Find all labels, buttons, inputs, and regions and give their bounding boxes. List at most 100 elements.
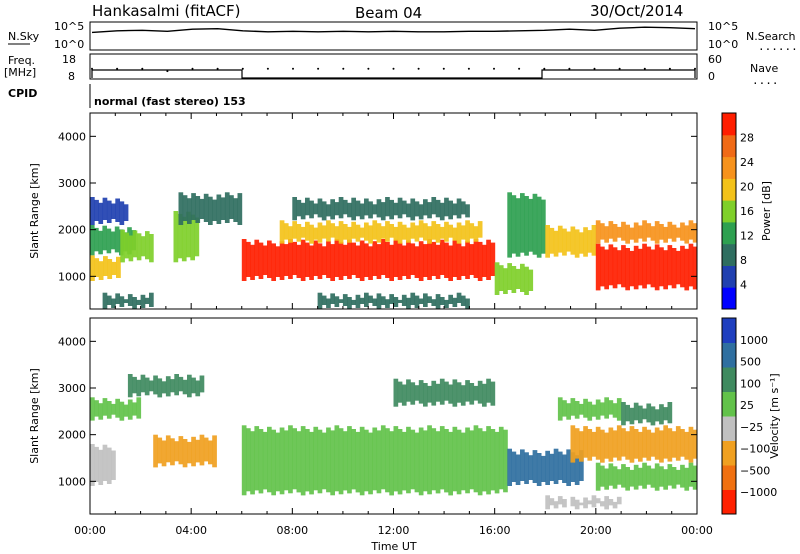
- heatmap-cell: [368, 432, 373, 495]
- heatmap-cell: [528, 198, 534, 252]
- heatmap-cell: [675, 250, 681, 285]
- xtick-label: 12:00: [378, 524, 410, 537]
- heatmap-cell: [132, 402, 137, 416]
- freq-point: [543, 67, 546, 70]
- heatmap-cell: [465, 204, 470, 218]
- heatmap-cell: [638, 431, 643, 462]
- heatmap-cell: [300, 426, 306, 496]
- heatmap-cell: [612, 430, 618, 458]
- heatmap-cell: [600, 501, 605, 507]
- heatmap-cell: [309, 200, 314, 219]
- heatmap-cell: [330, 430, 335, 496]
- heatmap-cell: [473, 385, 479, 401]
- heatmap-cell: [296, 431, 302, 493]
- colorbar-tick: 28: [740, 132, 754, 145]
- heatmap-cell: [591, 404, 597, 417]
- freq-point: [91, 67, 93, 70]
- heatmap-cell: [414, 225, 420, 242]
- heatmap-cell: [165, 435, 171, 463]
- heatmap-cell: [136, 233, 142, 261]
- freq-point: [367, 67, 370, 70]
- colorbar-frame: [721, 112, 737, 310]
- heatmap-cell: [107, 259, 113, 279]
- heatmap-cell: [132, 376, 137, 394]
- heatmap-cell: [482, 383, 487, 407]
- heatmap-cell: [267, 240, 272, 278]
- heatmap-cell: [178, 436, 184, 465]
- heatmap-cell: [355, 200, 361, 217]
- noise-ytick-right-top: 10^5: [708, 20, 738, 33]
- heatmap-cell: [579, 502, 584, 506]
- heatmap-cell: [406, 379, 411, 402]
- heatmap-cell: [452, 426, 458, 492]
- heatmap-cell: [98, 403, 104, 420]
- colorbar-tick: 1000: [740, 334, 768, 347]
- heatmap-cell: [418, 427, 424, 496]
- heatmap-cell: [181, 216, 187, 262]
- heatmap-cell: [102, 444, 108, 481]
- heatmap-cell: [654, 409, 660, 422]
- colorbar-swatch: [722, 156, 736, 179]
- heatmap-cell: [621, 245, 626, 288]
- heatmap-cell: [439, 202, 445, 221]
- heatmap-cell: [292, 221, 297, 239]
- heatmap-cell: [642, 243, 647, 289]
- noise-trace: [91, 26, 696, 34]
- colorbar-tick: −100: [740, 443, 770, 456]
- heatmap-cell: [330, 293, 335, 304]
- heatmap-cell: [612, 403, 618, 418]
- heatmap-cell: [376, 293, 382, 309]
- heatmap-cell: [646, 246, 652, 285]
- heatmap-cell: [574, 499, 580, 510]
- heatmap-cell: [524, 266, 529, 295]
- nave-dots: ....: [752, 74, 779, 87]
- heatmap-cell: [296, 199, 302, 217]
- power-colorbar: 4 8 12 16 20 24 28: [721, 112, 754, 310]
- heatmap-cell: [191, 436, 196, 467]
- heatmap-cell: [616, 398, 622, 421]
- noise-panel: N.Sky 10^5 10^0 10^5 10^0 N.Search .....…: [8, 20, 798, 53]
- colorbar-swatch: [722, 465, 736, 490]
- heatmap-cell: [642, 408, 647, 420]
- heatmap-cell: [431, 221, 437, 240]
- xtick-label: 00:00: [681, 524, 713, 537]
- heatmap-cell: [423, 199, 428, 216]
- heatmap-cell: [469, 223, 475, 239]
- heatmap-cell: [494, 262, 500, 295]
- heatmap-cell: [389, 431, 394, 496]
- heatmap-cell: [587, 429, 593, 461]
- heatmap-cell: [90, 225, 95, 256]
- heatmap-cell: [389, 244, 394, 281]
- heatmap-cell: [545, 225, 550, 258]
- heatmap-cell: [460, 432, 466, 491]
- heatmap-cell: [410, 382, 416, 405]
- heatmap-cell: [283, 430, 289, 491]
- heatmap-cell: [633, 429, 639, 459]
- heatmap-cell: [401, 245, 407, 276]
- heatmap-cell: [659, 224, 664, 240]
- heatmap-cell: [579, 403, 584, 415]
- heatmap-cell: [600, 465, 605, 487]
- heatmap-cell: [604, 496, 609, 510]
- heatmap-cell: [600, 246, 605, 287]
- heatmap-cell: [654, 221, 660, 244]
- heatmap-cell: [292, 241, 297, 275]
- heatmap-cell: [262, 431, 268, 490]
- heatmap-cell: [435, 244, 441, 279]
- heatmap-cell: [444, 381, 449, 401]
- heatmap-cell: [532, 193, 538, 255]
- heatmap-cell: [191, 377, 196, 394]
- colorbar-swatch: [722, 221, 736, 245]
- heatmap-cell: [178, 376, 184, 392]
- heatmap-cell: [94, 446, 99, 482]
- heatmap-cell: [321, 432, 327, 490]
- heatmap-cell: [612, 466, 618, 489]
- heatmap-cell: [646, 429, 652, 461]
- heatmap-cell: [418, 204, 424, 220]
- heatmap-cell: [435, 383, 441, 402]
- heatmap-cell: [427, 239, 432, 280]
- heatmap-cell: [102, 398, 108, 416]
- heatmap-cell: [435, 199, 441, 218]
- heatmap-cell: [275, 246, 281, 277]
- heatmap-cell: [342, 294, 348, 306]
